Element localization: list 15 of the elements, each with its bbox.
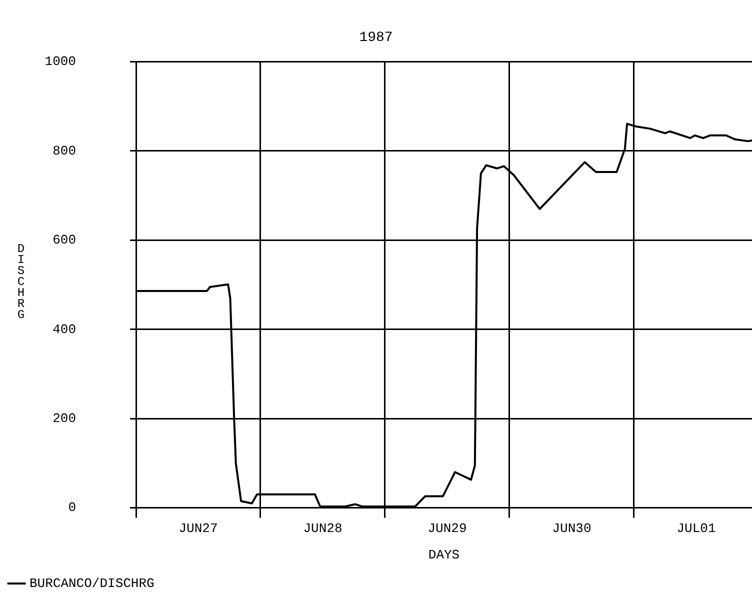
x-axis-title: DAYS	[428, 548, 460, 563]
x-tick-label: JUN29	[428, 521, 467, 536]
legend-label: BURCANCO/DISCHRG	[30, 576, 154, 591]
x-tick-label: JUL01	[676, 521, 716, 536]
y-tick-label: 0	[68, 500, 76, 516]
y-tick-label: 200	[52, 411, 76, 426]
x-tick-label: JUN30	[552, 521, 592, 536]
y-tick-label: 600	[52, 232, 76, 248]
chart-title: 1987	[359, 30, 393, 46]
y-tick-label: 400	[52, 322, 76, 337]
y-tick-label: 800	[52, 143, 76, 158]
y-axis-title: DISCHRG	[14, 242, 28, 318]
y-tick-label: 1000	[44, 54, 76, 70]
x-tick-label: JUN28	[303, 521, 342, 536]
x-tick-label: JUN27	[178, 521, 218, 536]
